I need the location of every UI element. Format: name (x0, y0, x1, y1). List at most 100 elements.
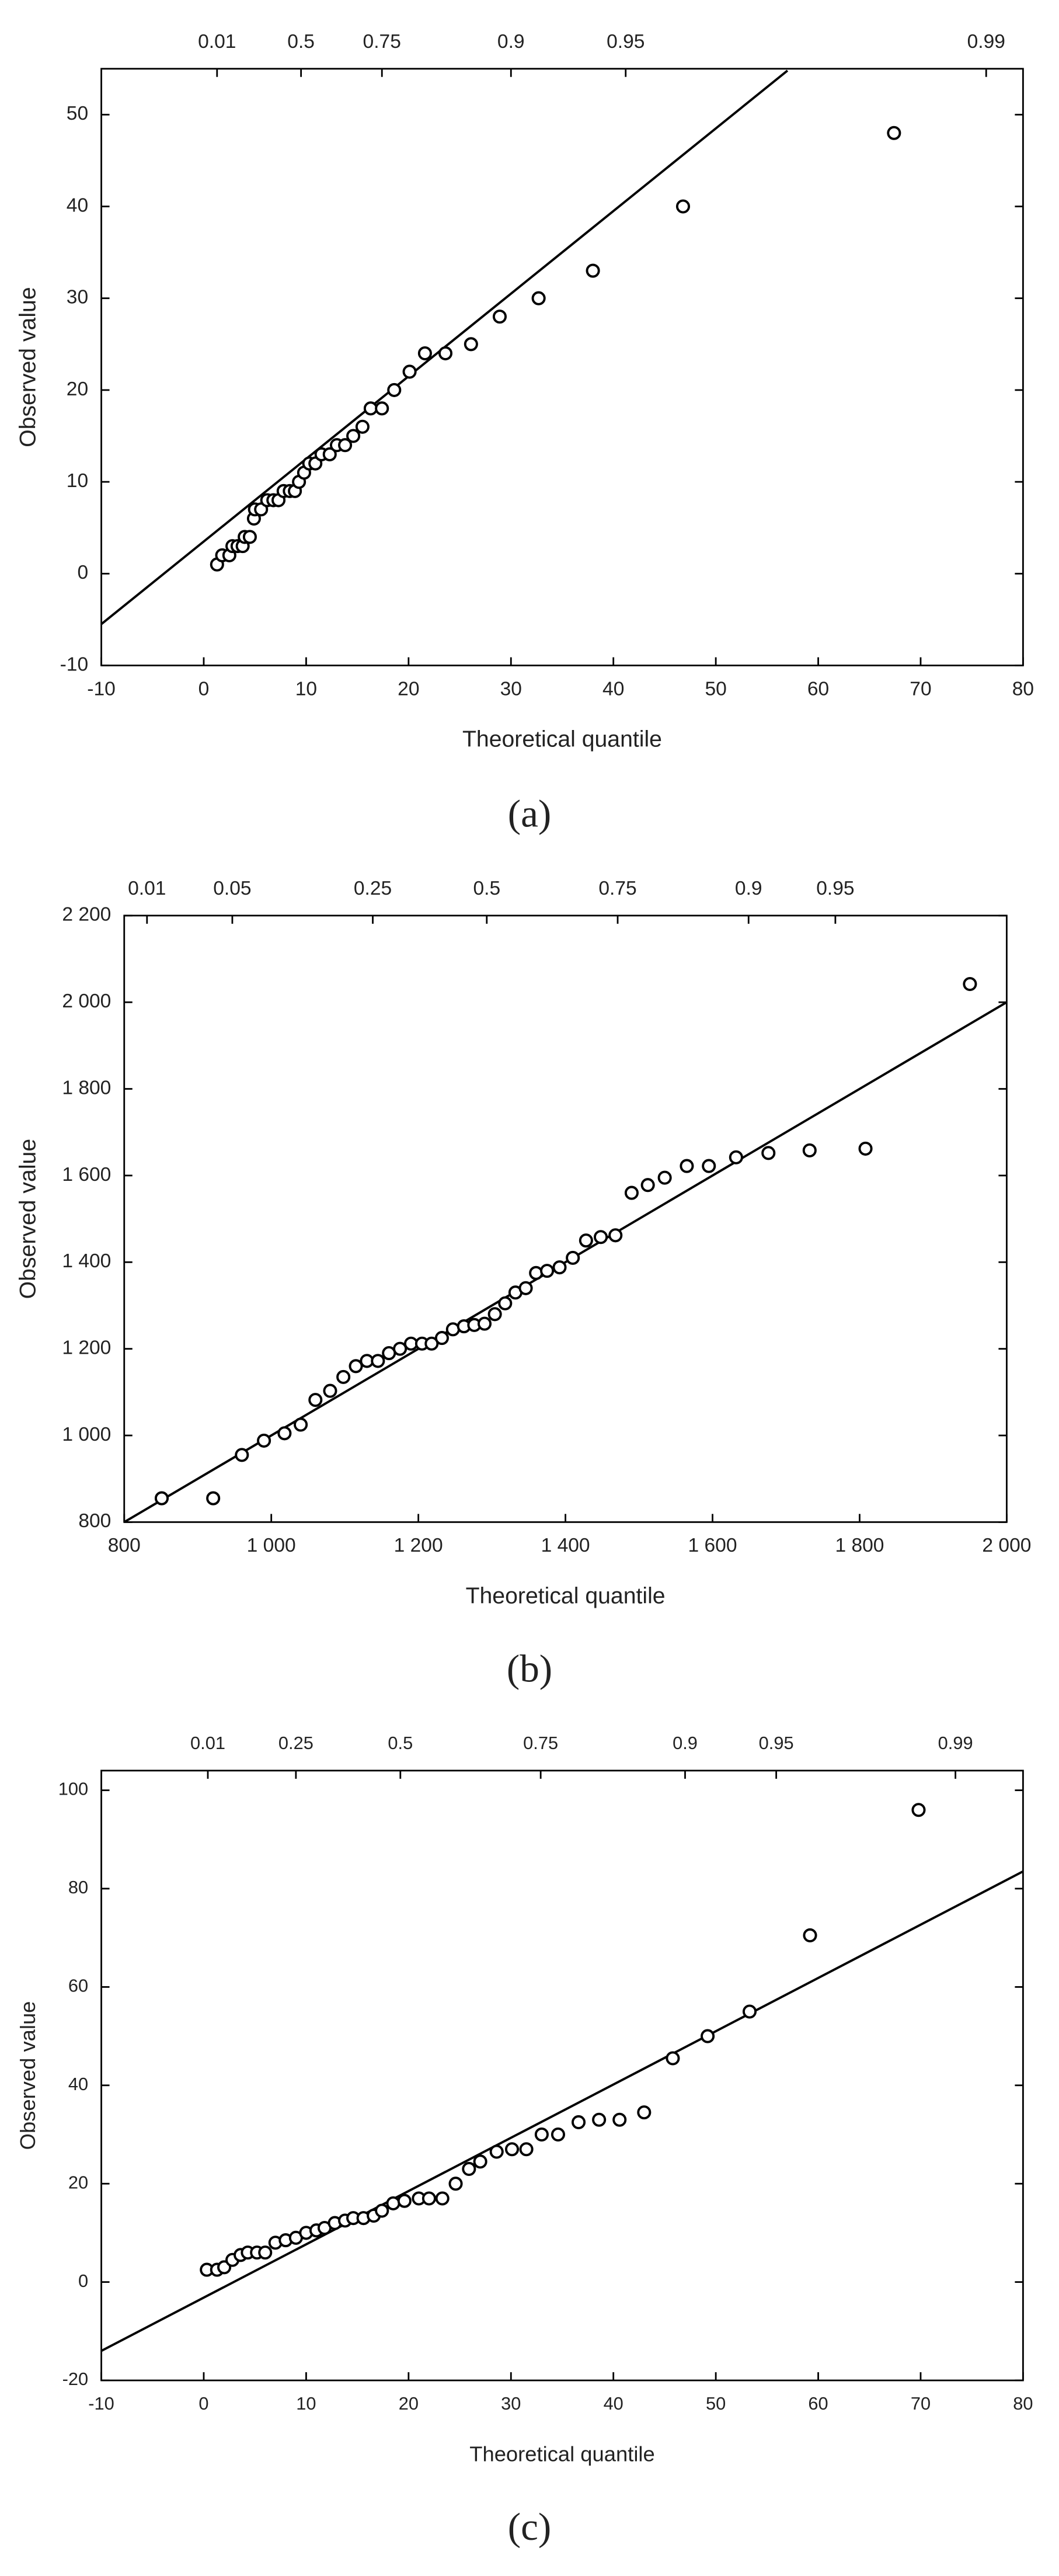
data-point (424, 1336, 439, 1351)
data-point (657, 1170, 672, 1185)
data-point (592, 2112, 607, 2127)
y-tick-label: 40 (67, 194, 88, 216)
data-point (887, 126, 901, 140)
data-point (277, 1426, 292, 1441)
x-tick-label: 1 400 (541, 1535, 590, 1556)
panel-label: (a) (508, 791, 552, 835)
y-tick-label: 1 600 (62, 1164, 111, 1186)
y-axis-title: Observed value (16, 1139, 41, 1299)
data-point (397, 2193, 412, 2208)
x-tick-label: 0 (198, 678, 210, 700)
data-point (675, 199, 691, 214)
y-axis-title: Observed value (16, 287, 41, 447)
x-tick-label: 0 (198, 2393, 208, 2414)
data-point (294, 1417, 308, 1432)
data-point (579, 1233, 593, 1248)
data-point (346, 429, 361, 443)
top-tick-label: 0.01 (190, 1733, 225, 1753)
data-point (258, 2245, 273, 2260)
y-tick-label: 1 800 (62, 1077, 111, 1098)
y-tick-label: 2 000 (62, 990, 111, 1012)
x-tick-label: 1 200 (394, 1535, 443, 1556)
y-tick-label: -10 (60, 653, 89, 675)
top-tick-label: 0.5 (287, 31, 315, 53)
data-point (594, 1230, 608, 1244)
data-point (701, 2029, 715, 2043)
data-point (448, 2177, 463, 2191)
data-point (498, 1296, 513, 1310)
data-point (371, 1354, 385, 1368)
top-tick-label: 0.9 (497, 31, 525, 53)
data-point (702, 1159, 716, 1173)
data-point (566, 1250, 580, 1265)
data-point (257, 1433, 271, 1448)
top-tick-label: 0.95 (759, 1733, 794, 1753)
y-tick-label: 100 (58, 1779, 88, 1799)
x-tick-label: 30 (501, 2393, 521, 2414)
data-point (393, 1341, 407, 1356)
y-axis-title: Observed value (16, 2001, 40, 2150)
x-tick-label: 50 (705, 678, 726, 700)
panel-label: (c) (508, 2505, 552, 2549)
x-tick-label: 50 (706, 2393, 726, 2414)
x-tick-label: 60 (808, 2393, 828, 2414)
x-tick-label: 30 (500, 678, 522, 700)
data-point (438, 346, 453, 361)
y-tick-label: 80 (68, 1877, 88, 1897)
data-point (386, 2196, 400, 2210)
top-tick-label: 0.5 (473, 878, 500, 899)
data-point (235, 1448, 249, 1462)
panel-label: (b) (507, 1646, 552, 1690)
x-tick-label: 40 (604, 2393, 623, 2414)
data-point (531, 291, 546, 305)
y-tick-label: 40 (68, 2074, 88, 2094)
x-tick-label: 80 (1012, 678, 1034, 700)
x-axis-title: Theoretical quantile (462, 727, 662, 752)
data-point (666, 2051, 680, 2066)
plot-frame (100, 68, 1024, 666)
y-tick-label: 30 (67, 287, 88, 308)
plot-frame (123, 915, 1008, 1523)
data-point (608, 1228, 623, 1243)
top-tick-label: 0.05 (213, 878, 251, 899)
data-point (572, 2115, 586, 2129)
data-point (473, 2154, 487, 2169)
plot-frame (100, 1770, 1024, 2382)
reference-line (124, 1001, 1007, 1522)
data-point (462, 2161, 476, 2176)
top-tick-label: 0.95 (816, 878, 854, 899)
data-point (586, 263, 600, 278)
data-point (761, 1146, 776, 1160)
x-axis-title: Theoretical quantile (469, 2442, 654, 2466)
data-point (336, 1369, 351, 1384)
data-point (242, 530, 257, 544)
x-tick-label: 70 (911, 2393, 931, 2414)
data-point (375, 401, 389, 416)
top-tick-label: 0.01 (128, 878, 166, 899)
data-point (464, 337, 478, 352)
data-point (323, 1383, 337, 1398)
data-point (551, 2127, 566, 2142)
y-tick-label: 20 (67, 378, 88, 400)
data-point (338, 438, 353, 453)
data-point (963, 976, 977, 992)
x-tick-label: -10 (88, 2393, 114, 2414)
top-tick-label: 0.01 (198, 31, 236, 53)
data-point (492, 310, 507, 324)
x-tick-label: 1 600 (688, 1535, 737, 1556)
data-point (803, 1928, 817, 1943)
data-point (308, 1393, 323, 1407)
data-point (612, 2112, 627, 2127)
data-point (640, 1178, 655, 1193)
y-tick-label: 800 (78, 1510, 111, 1532)
data-point (154, 1491, 169, 1506)
data-point (802, 1143, 817, 1157)
top-tick-label: 0.25 (354, 878, 392, 899)
x-tick-label: 1 800 (835, 1535, 884, 1556)
top-tick-label: 0.5 (388, 1733, 413, 1753)
data-point (504, 2142, 520, 2157)
data-point (552, 1260, 567, 1275)
data-point (417, 346, 432, 361)
x-tick-label: 60 (807, 678, 829, 700)
